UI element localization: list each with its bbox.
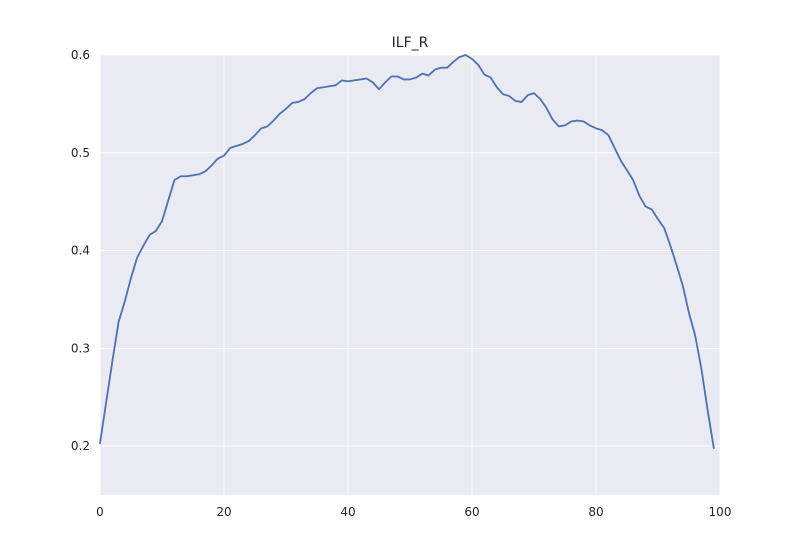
y-tick-label: 0.5 [71, 146, 90, 160]
x-tick-label: 100 [709, 505, 732, 519]
y-tick-label: 0.3 [71, 341, 90, 355]
y-axis-ticks: 0.2 0.3 0.4 0.5 0.6 [71, 48, 90, 453]
y-tick-label: 0.4 [71, 244, 90, 258]
plot-background [100, 55, 720, 495]
x-tick-label: 20 [216, 505, 231, 519]
x-tick-label: 0 [96, 505, 104, 519]
y-tick-label: 0.2 [71, 439, 90, 453]
series-line [99, 54, 715, 449]
x-tick-label: 60 [464, 505, 479, 519]
x-tick-label: 80 [588, 505, 603, 519]
x-tick-label: 40 [340, 505, 355, 519]
chart-title: ILF_R [392, 35, 429, 51]
y-tick-label: 0.6 [71, 48, 90, 62]
x-axis-ticks: 0 20 40 60 80 100 [96, 505, 731, 519]
